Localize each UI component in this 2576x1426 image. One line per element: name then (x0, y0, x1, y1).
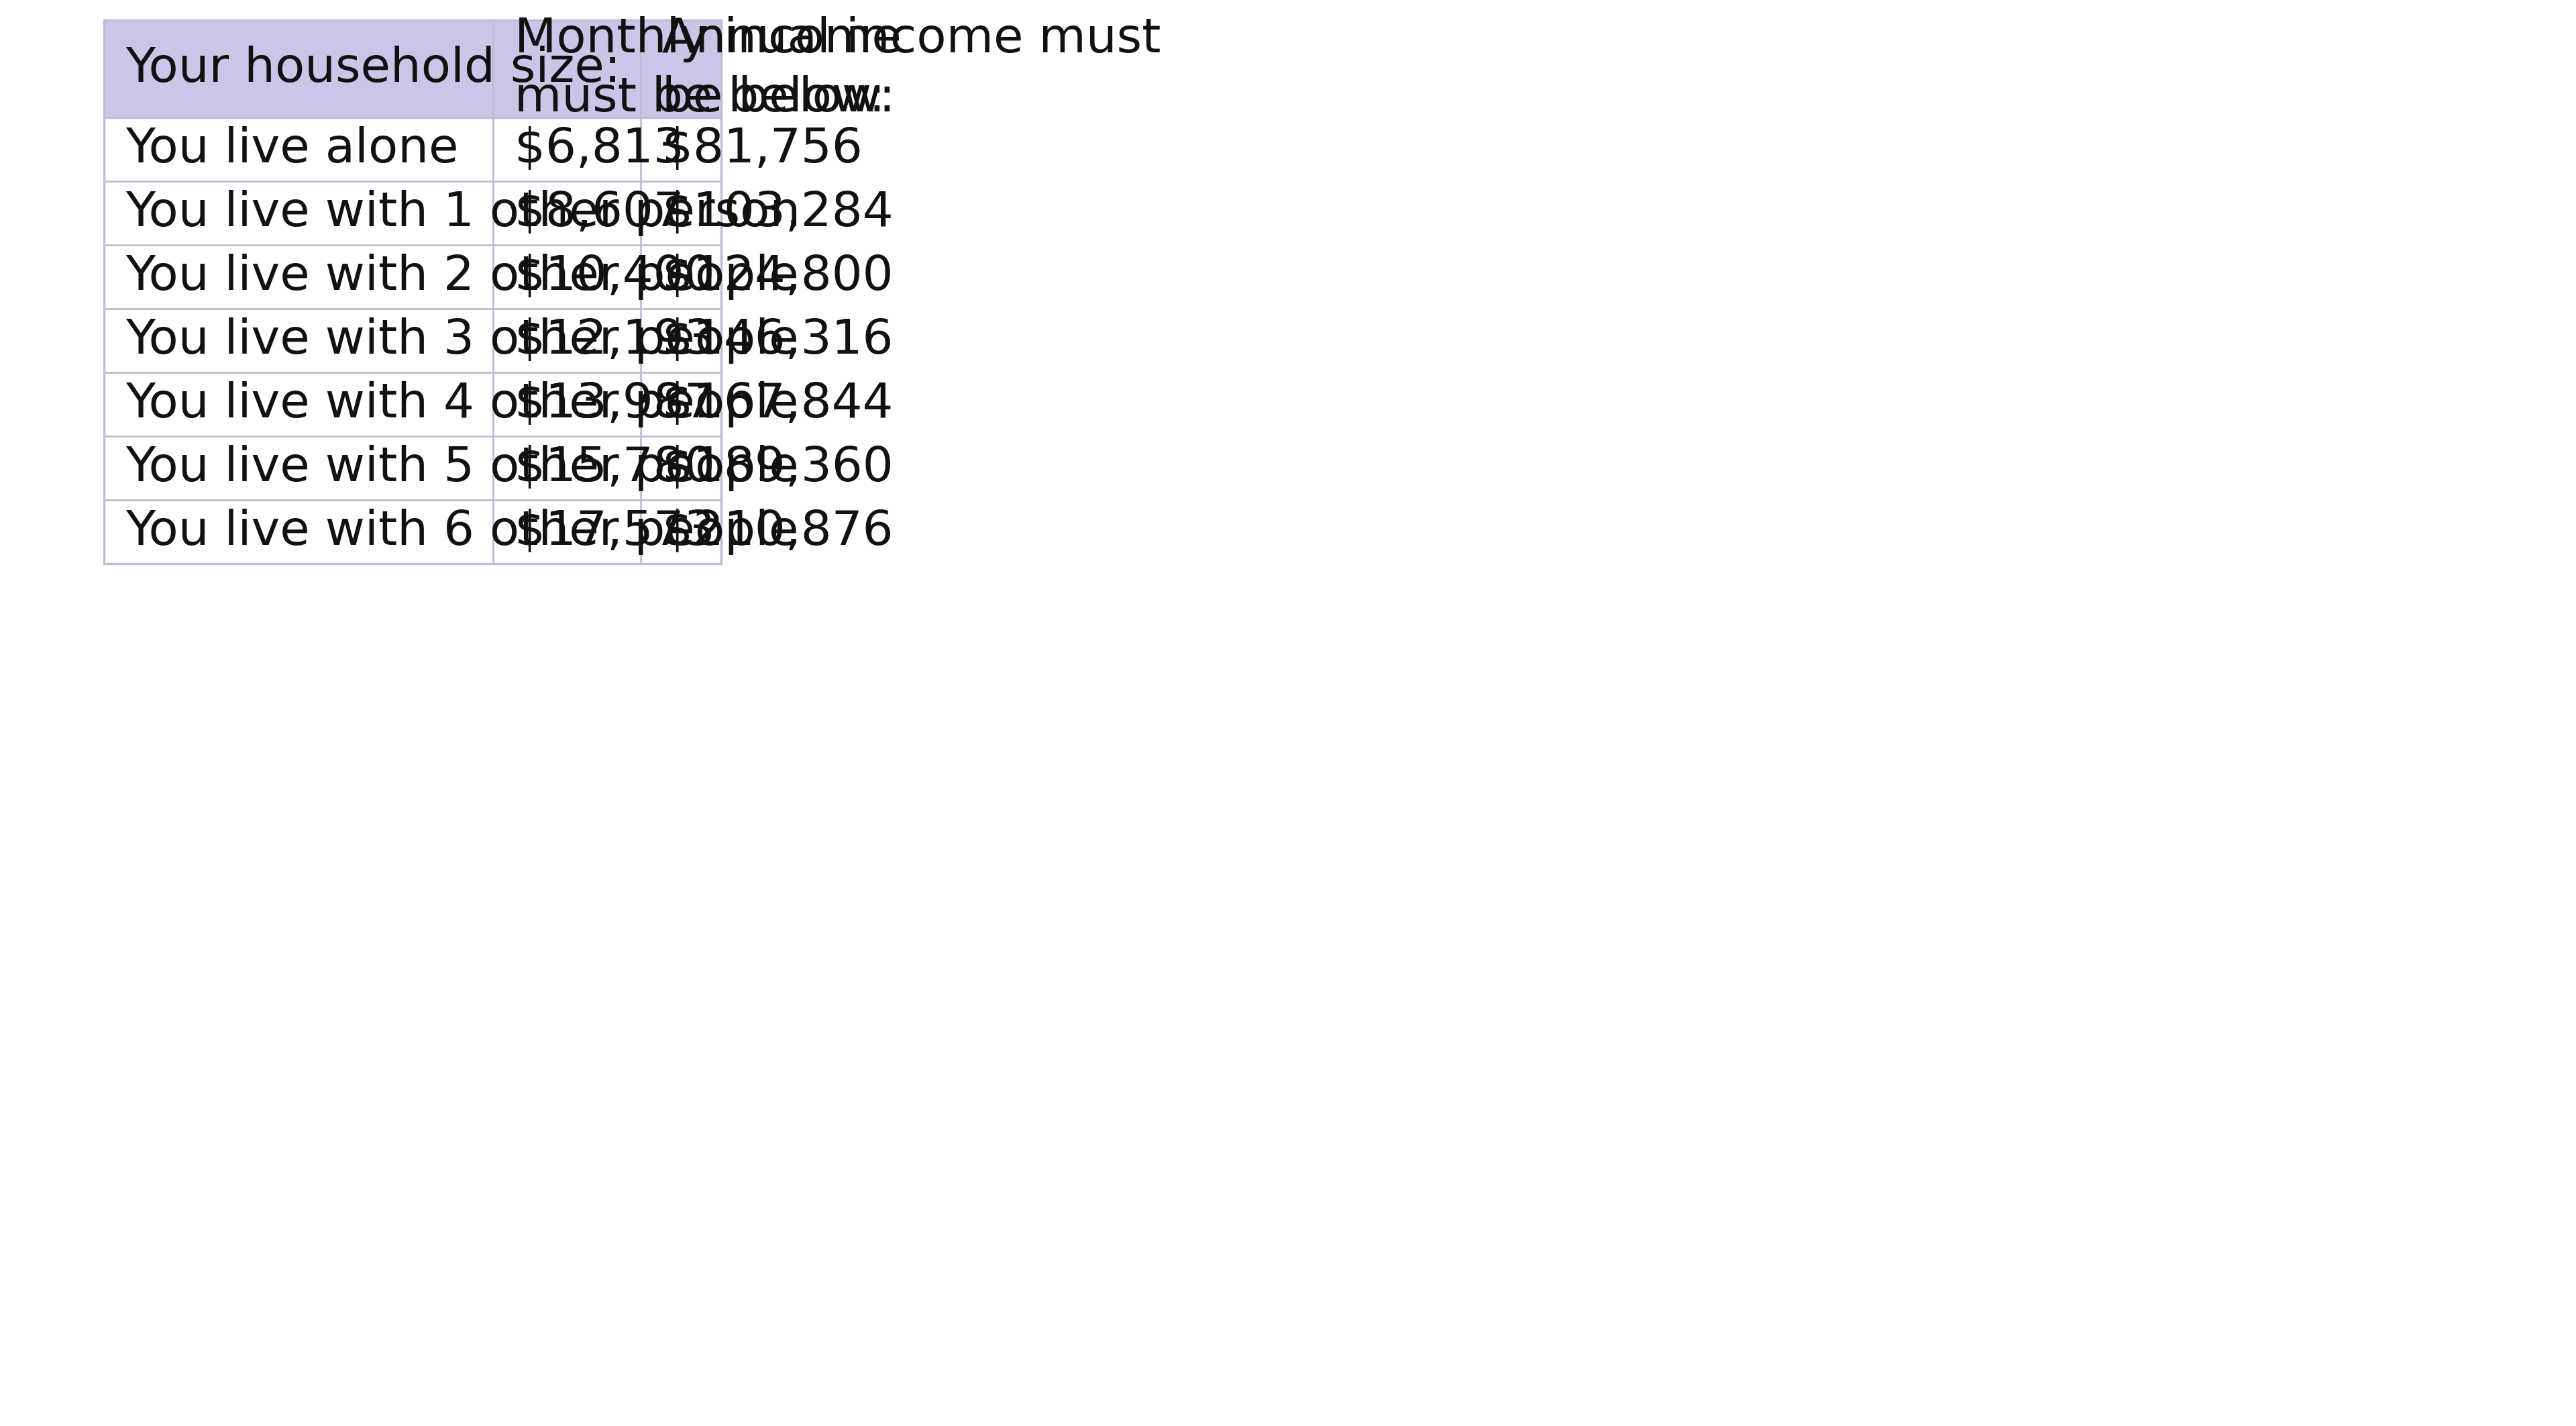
Text: You live with 6 other people: You live with 6 other people (126, 509, 799, 555)
Text: $210,876: $210,876 (662, 509, 894, 555)
Bar (103, 181, 721, 245)
Text: $15,780: $15,780 (515, 445, 716, 491)
Bar (103, 117, 721, 181)
Bar (103, 20, 721, 563)
Text: You live with 4 other people: You live with 4 other people (126, 381, 799, 428)
Bar (103, 245, 721, 308)
Text: $8,607: $8,607 (515, 190, 685, 237)
Text: $12,193: $12,193 (515, 318, 716, 364)
Text: $124,800: $124,800 (662, 254, 894, 299)
Bar (103, 501, 721, 563)
Text: You live with 3 other people: You live with 3 other people (126, 318, 799, 364)
Bar (103, 20, 721, 117)
Text: $103,284: $103,284 (662, 190, 894, 237)
Text: $167,844: $167,844 (662, 381, 894, 428)
Text: Your household size:: Your household size: (126, 46, 621, 91)
Bar (103, 436, 721, 501)
Text: $13,987: $13,987 (515, 381, 716, 428)
Bar (103, 308, 721, 372)
Text: $81,756: $81,756 (662, 125, 863, 173)
Text: You live alone: You live alone (126, 125, 459, 173)
Bar (103, 372, 721, 436)
Text: $6,813: $6,813 (515, 125, 685, 173)
Text: $146,316: $146,316 (662, 318, 894, 364)
Text: You live with 1 other person: You live with 1 other person (126, 190, 801, 237)
Text: Annual income must
be below:: Annual income must be below: (662, 16, 1162, 121)
Text: $10,400: $10,400 (515, 254, 714, 299)
Text: $17,573: $17,573 (515, 509, 716, 555)
Text: Monthly income
must be below:: Monthly income must be below: (515, 16, 902, 121)
Bar (103, 20, 721, 563)
Text: You live with 5 other people: You live with 5 other people (126, 445, 799, 491)
Text: $189,360: $189,360 (662, 445, 894, 491)
Text: You live with 2 other people: You live with 2 other people (126, 254, 799, 299)
